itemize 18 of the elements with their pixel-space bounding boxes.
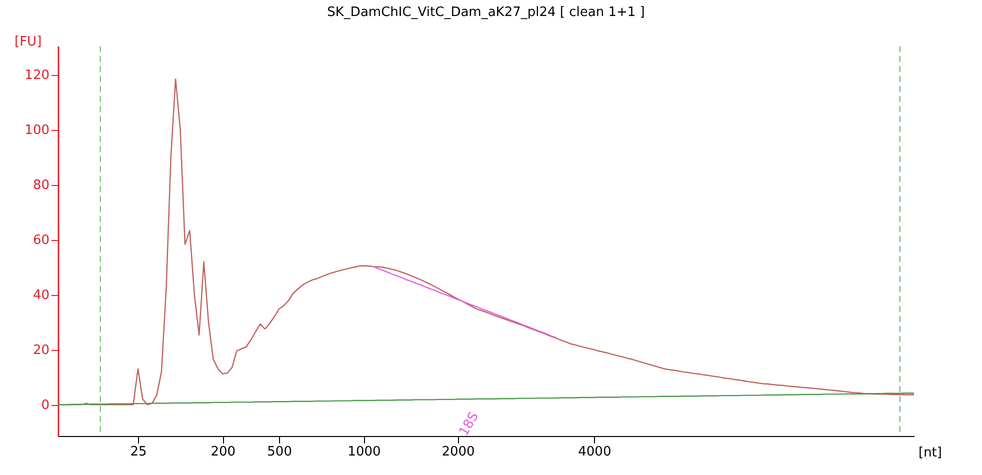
y-tick-label: 0 [41, 398, 50, 414]
y-axis-title: [FU] [14, 34, 42, 50]
x-tick-label: 1000 [348, 444, 381, 460]
y-tick-label: 100 [24, 123, 50, 138]
x-tick-label: 2000 [442, 444, 475, 460]
x-tick-label: 25 [130, 444, 147, 460]
x-tick-label: 200 [210, 444, 236, 460]
chart-title: SK_DamChIC_VitC_Dam_aK27_pl24 [ clean 1+1 ] [327, 5, 645, 20]
x-axis-title: [nt] [918, 446, 942, 460]
y-tick-label: 120 [24, 68, 50, 84]
y-tick-label: 40 [32, 288, 50, 304]
line-series [372, 266, 558, 338]
x-tick-label: 4000 [578, 444, 612, 460]
y-tick-label: 60 [32, 233, 50, 248]
x-tick-label: 500 [267, 444, 292, 460]
y-tick-label: 20 [32, 343, 50, 358]
y-tick-label: 80 [32, 178, 50, 194]
line-series [57, 392, 915, 406]
